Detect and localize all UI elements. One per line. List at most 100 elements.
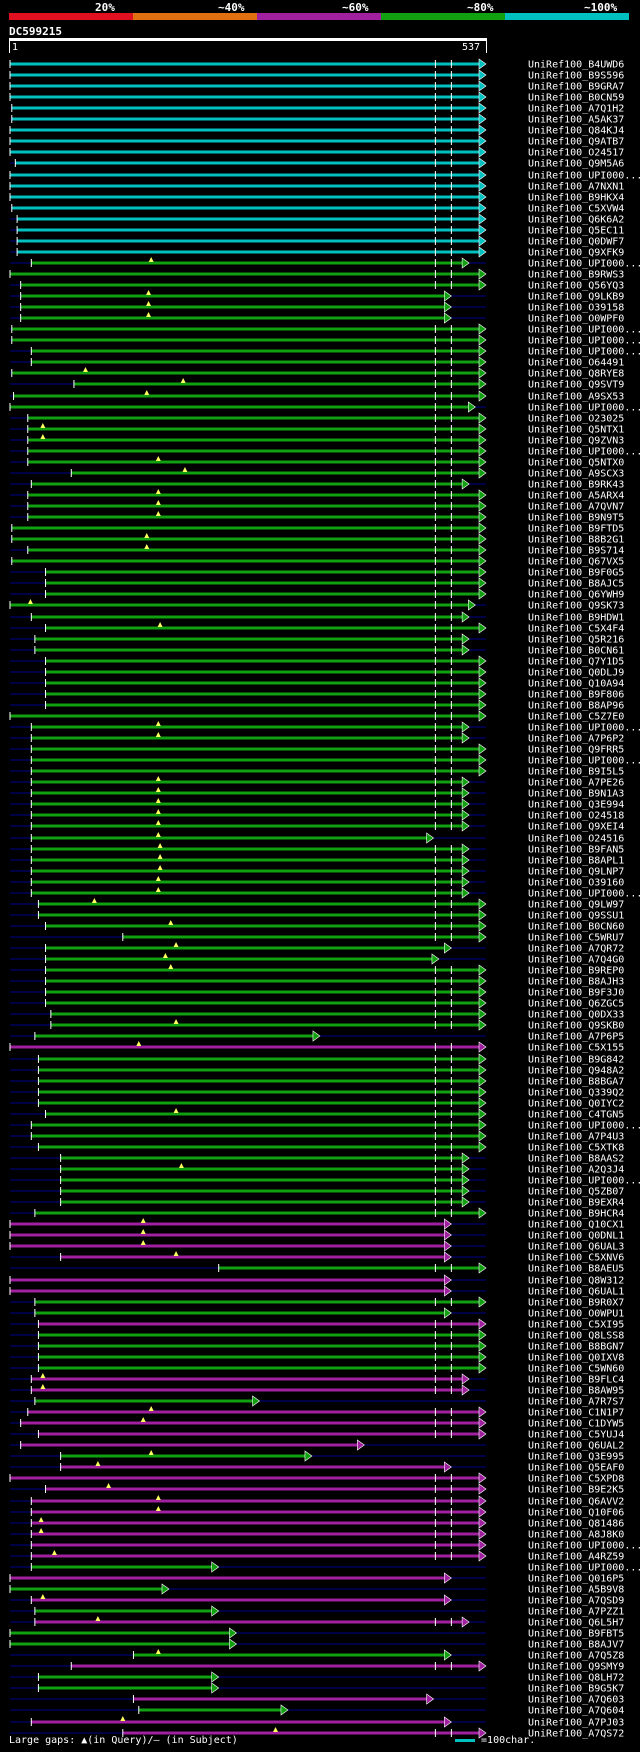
hit-row[interactable]: UniRef100_Q9ZVN3 [10, 434, 624, 447]
hit-row[interactable]: UniRef100_UPI000... [10, 345, 640, 358]
hit-row[interactable]: UniRef100_A7PJ03 [10, 1716, 624, 1729]
hit-row[interactable]: UniRef100_A7Q5Z8 [10, 1649, 624, 1662]
hit-row[interactable]: UniRef100_B8AEU5 [10, 1262, 624, 1275]
hit-row[interactable]: UniRef100_B9N9T5 [10, 511, 624, 524]
hit-row[interactable]: UniRef100_Q0DWF7 [10, 235, 624, 248]
hit-row[interactable]: UniRef100_Q5EAF0 [10, 1461, 624, 1474]
hit-row[interactable]: UniRef100_Q339Q2 [10, 1086, 624, 1099]
hit-row[interactable]: UniRef100_Q81486 [10, 1517, 624, 1530]
hit-row[interactable]: UniRef100_Q67VX5 [10, 555, 624, 568]
hit-row[interactable]: UniRef100_B9F0G5 [10, 566, 624, 579]
hit-row[interactable]: UniRef100_C5YUJ4 [10, 1428, 624, 1441]
hit-row[interactable]: UniRef100_Q3E995 [10, 1450, 624, 1463]
hit-row[interactable]: UniRef100_UPI000... [10, 1174, 640, 1187]
hit-row[interactable]: UniRef100_A4RZ59 [10, 1550, 624, 1563]
hit-row[interactable]: UniRef100_A7QR72 [10, 942, 624, 955]
hit-row[interactable]: UniRef100_O64491 [10, 356, 624, 369]
hit-row[interactable]: UniRef100_Q10F06 [10, 1506, 624, 1519]
hit-row[interactable]: UniRef100_Q9SK73 [9, 599, 624, 612]
hit-row[interactable]: UniRef100_Q3E994 [10, 798, 624, 811]
hit-row[interactable]: UniRef100_Q6UAL3 [9, 1240, 624, 1253]
hit-row[interactable]: UniRef100_Q10CX1 [9, 1218, 624, 1231]
hit-row[interactable]: UniRef100_B8AW95 [10, 1384, 624, 1397]
hit-row[interactable]: UniRef100_B9S596 [9, 69, 624, 82]
hit-row[interactable]: UniRef100_B0CN60 [10, 920, 624, 933]
hit-row[interactable]: UniRef100_A7P6P2 [10, 732, 624, 745]
hit-row[interactable]: UniRef100_UPI000... [10, 721, 640, 734]
hit-row[interactable]: UniRef100_A7QSD9 [10, 1594, 624, 1607]
hit-row[interactable]: UniRef100_B8AJH3 [10, 975, 624, 988]
hit-row[interactable]: UniRef100_C5XNV6 [10, 1251, 624, 1264]
hit-row[interactable]: UniRef100_C1N1P7 [10, 1406, 624, 1419]
hit-row[interactable]: UniRef100_A7PZZ1 [10, 1605, 624, 1618]
hit-row[interactable]: UniRef100_UPI000... [9, 169, 640, 182]
hit-row[interactable]: UniRef100_A9SCX3 [10, 467, 624, 480]
hit-row[interactable]: UniRef100_B9RWS3 [9, 268, 624, 281]
hit-row[interactable]: UniRef100_C1DYW5 [10, 1417, 624, 1430]
hit-row[interactable]: UniRef100_A9SX53 [10, 390, 624, 403]
hit-row[interactable]: UniRef100_Q5ZB07 [10, 1185, 624, 1198]
hit-row[interactable]: UniRef100_UPI000... [10, 1539, 640, 1552]
hit-row[interactable]: UniRef100_B8AP96 [10, 699, 624, 712]
hit-row[interactable]: UniRef100_Q9SKB0 [10, 1019, 624, 1032]
hit-row[interactable]: UniRef100_A7Q4G0 [10, 953, 624, 966]
hit-row[interactable]: UniRef100_Q8LSS8 [10, 1329, 624, 1342]
hit-row[interactable]: UniRef100_Q6UAL2 [10, 1439, 624, 1452]
hit-row[interactable]: UniRef100_UPI000... [10, 1119, 640, 1132]
hit-row[interactable]: UniRef100_Q56YQ3 [10, 279, 624, 292]
hit-row[interactable]: UniRef100_Q948A2 [10, 1064, 624, 1077]
hit-row[interactable]: UniRef100_B8APL1 [10, 854, 624, 867]
hit-row[interactable]: UniRef100_A7Q603 [10, 1693, 624, 1706]
hit-row[interactable]: UniRef100_A5B9V8 [9, 1583, 624, 1596]
hit-row[interactable]: UniRef100_B9HKX4 [9, 191, 624, 204]
hit-row[interactable]: UniRef100_O0WPU1 [10, 1307, 624, 1320]
hit-row[interactable]: UniRef100_B9E2K5 [10, 1483, 624, 1496]
hit-row[interactable]: UniRef100_B9G842 [10, 1053, 624, 1066]
hit-row[interactable]: UniRef100_UPI000... [10, 887, 640, 900]
hit-row[interactable]: UniRef100_B8B2G1 [10, 533, 624, 546]
hit-row[interactable]: UniRef100_B9R0X7 [10, 1296, 624, 1309]
hit-row[interactable]: UniRef100_O39158 [10, 301, 624, 314]
hit-row[interactable]: UniRef100_B9F3J0 [10, 986, 624, 999]
hit-row[interactable]: UniRef100_Q6YWH9 [10, 588, 624, 601]
hit-row[interactable]: UniRef100_B9HCR4 [10, 1207, 624, 1220]
hit-row[interactable]: UniRef100_Q9SSU1 [10, 909, 624, 922]
hit-row[interactable]: UniRef100_B9G5K7 [10, 1682, 624, 1695]
hit-row[interactable]: UniRef100_Q5NTX0 [10, 456, 624, 469]
hit-row[interactable]: UniRef100_Q8W312 [9, 1274, 624, 1287]
hit-row[interactable]: UniRef100_O24516 [10, 832, 624, 845]
hit-row[interactable]: UniRef100_A7QS72 [10, 1727, 624, 1740]
hit-row[interactable]: UniRef100_C5X155 [9, 1041, 624, 1054]
hit-row[interactable]: UniRef100_Q6UAL1 [9, 1285, 624, 1298]
hit-row[interactable]: UniRef100_B8AJC5 [10, 577, 624, 590]
hit-row[interactable]: UniRef100_Q7Y1D5 [10, 655, 624, 668]
hit-row[interactable]: UniRef100_B9FLC4 [10, 1373, 624, 1386]
hit-row[interactable]: UniRef100_C5X4F4 [10, 622, 624, 635]
hit-row[interactable]: UniRef100_B8BGA7 [10, 1075, 624, 1088]
hit-row[interactable]: UniRef100_A7R7S7 [10, 1395, 624, 1408]
hit-row[interactable]: UniRef100_O39160 [10, 876, 624, 889]
hit-row[interactable]: UniRef100_B9I5L5 [10, 765, 624, 778]
hit-row[interactable]: UniRef100_A8J8K0 [10, 1528, 624, 1541]
hit-row[interactable]: UniRef100_Q9LNP7 [10, 865, 624, 878]
hit-row[interactable]: UniRef100_B9S714 [10, 544, 624, 557]
hit-row[interactable]: UniRef100_UPI000... [10, 445, 640, 458]
hit-row[interactable]: UniRef100_Q9XEI4 [10, 820, 624, 833]
hit-row[interactable]: UniRef100_Q9M5A6 [10, 157, 624, 170]
hit-row[interactable]: UniRef100_A7Q604 [10, 1704, 624, 1717]
hit-row[interactable]: UniRef100_Q5R216 [10, 633, 624, 646]
hit-row[interactable]: UniRef100_Q016P5 [9, 1572, 624, 1585]
hit-row[interactable]: UniRef100_B8AJV7 [9, 1638, 624, 1651]
hit-row[interactable]: UniRef100_A5ARX4 [10, 489, 624, 502]
hit-row[interactable]: UniRef100_Q0IXV8 [10, 1351, 624, 1364]
hit-row[interactable]: UniRef100_Q6ZGC5 [10, 997, 624, 1010]
hit-row[interactable]: UniRef100_A7NXN1 [9, 180, 624, 193]
hit-row[interactable]: UniRef100_Q9LW97 [10, 898, 624, 911]
hit-row[interactable]: UniRef100_UPI000... [9, 401, 640, 414]
hit-row[interactable]: UniRef100_Q5EC11 [10, 224, 624, 237]
hit-row[interactable]: UniRef100_Q8RYE8 [10, 367, 624, 380]
hit-row[interactable]: UniRef100_C5WRU7 [10, 931, 624, 944]
hit-row[interactable]: UniRef100_B0CN59 [9, 91, 624, 104]
hit-row[interactable]: UniRef100_B0CN61 [10, 644, 624, 657]
hit-row[interactable]: UniRef100_UPI000... [10, 323, 640, 336]
